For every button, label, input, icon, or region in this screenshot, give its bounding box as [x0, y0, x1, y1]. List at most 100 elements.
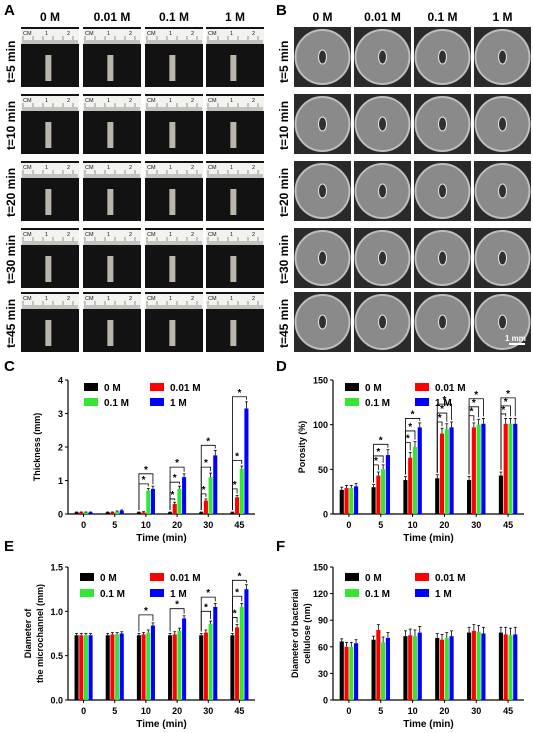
y-tick-label: 50 — [318, 465, 328, 475]
x-tick-label: 0 — [346, 520, 351, 530]
sample-strip — [45, 320, 52, 346]
ruler-label: 1 — [45, 98, 48, 104]
ruler-label: 1 — [169, 98, 172, 104]
ruler-label: CM — [23, 165, 32, 171]
ruler-label: CM — [85, 165, 94, 171]
x-tick-label: 45 — [234, 520, 244, 530]
bar-0-1-m-t5 — [381, 642, 386, 700]
micrograph — [414, 29, 471, 85]
ruler-label: 2 — [191, 98, 194, 104]
bar-0-m-t10 — [403, 480, 408, 514]
bar-1-m-t5 — [385, 455, 390, 514]
x-tick-label: 20 — [439, 706, 449, 716]
ruler: CM 1 2 — [145, 163, 203, 215]
legend-label-0-m: 0 M — [365, 383, 382, 394]
x-tick-label: 20 — [172, 520, 182, 530]
bar-0-m-t0 — [339, 489, 344, 514]
significance-star: * — [144, 606, 148, 617]
ruler-label: 2 — [191, 31, 194, 37]
x-tick-label: 5 — [378, 706, 383, 716]
photo-t-30-min-0-01-m — [354, 228, 411, 288]
microchannel — [378, 250, 387, 266]
ruler-label: 2 — [252, 98, 255, 104]
significance-bracket — [169, 466, 185, 510]
bar-0-m-t30 — [467, 480, 472, 514]
ruler: CM 1 2 — [145, 96, 203, 148]
bar-0-m-t10 — [136, 512, 141, 514]
sample-strip — [230, 55, 237, 81]
ruler: CM 1 2 — [145, 294, 203, 346]
legend-label-1-m: 1 M — [170, 589, 187, 600]
bar-0-01-m-t45 — [235, 627, 240, 700]
bar-0-m-t5 — [105, 512, 110, 514]
photo-t-10-min-0-01-m: CM 1 2 — [83, 94, 141, 154]
significance-bracket — [500, 397, 516, 471]
ruler-label: 1 — [169, 165, 172, 171]
bar-0-1-m-t30 — [208, 477, 213, 514]
legend-swatch-0-01-m — [150, 573, 164, 581]
significance-star: * — [175, 600, 179, 611]
chart-e-microchannel-diameter: 0.0 0.5 1.0 1.5 0 5 10 20 30 45 Time (min) Diameter… — [23, 563, 255, 730]
ruler-label: 1 — [107, 31, 110, 37]
sample-strip — [230, 122, 237, 148]
ruler: CM 1 2 — [206, 163, 264, 215]
legend-swatch-1-m — [150, 589, 164, 597]
legend-swatch-0-1-m — [345, 589, 359, 597]
ruler-body — [206, 96, 264, 111]
bar-0-1-m-t5 — [115, 511, 120, 514]
panel-letter-f: F — [276, 538, 286, 555]
bar-0-1-m-t45 — [508, 423, 513, 514]
photo-t-30-min-0-m: CM 1 2 — [21, 228, 79, 288]
micrograph — [354, 230, 411, 286]
bar-0-m-t20 — [168, 635, 173, 700]
x-tick-label: 45 — [503, 706, 513, 716]
significance-star: * — [175, 458, 179, 469]
row-label-t-45-min: t=45 min — [4, 298, 18, 348]
micrograph — [354, 294, 411, 350]
sample-strip — [45, 189, 52, 215]
ruler-label: 1 — [45, 296, 48, 302]
ruler-body — [145, 29, 203, 44]
sample-strip — [230, 320, 237, 346]
microchannel — [498, 183, 507, 199]
x-tick-label: 30 — [203, 706, 213, 716]
row-label-t-5-min: t=5 min — [4, 40, 18, 83]
sample-strip — [169, 256, 176, 282]
photo-t-20-min-1-m — [474, 161, 531, 221]
bar-0-1-m-t0 — [349, 488, 354, 514]
ruler: CM 1 2 — [21, 163, 79, 215]
legend-label-1-m: 1 M — [170, 398, 187, 409]
significance-star: * — [170, 490, 174, 501]
bar-1-m-t0 — [354, 486, 359, 514]
ruler-body — [21, 294, 79, 309]
legend-label-0-1-m: 0.1 M — [365, 398, 390, 409]
x-tick-label: 0 — [81, 706, 86, 716]
significance-star: * — [474, 390, 478, 401]
microchannel — [438, 116, 447, 132]
microchannel — [318, 49, 327, 65]
bar-0-m-t0 — [74, 635, 79, 700]
y-tick-label: 150 — [313, 563, 328, 573]
significance-star: * — [235, 587, 239, 598]
ruler-label: 1 — [169, 232, 172, 238]
bar-1-m-t45 — [513, 634, 518, 700]
significance-bracket — [373, 443, 389, 483]
photo-t-5-min-0-01-m — [354, 27, 411, 87]
ruler: CM 1 2 — [83, 294, 141, 346]
photo-t-20-min-0-1-m — [414, 161, 471, 221]
x-tick-label: 5 — [112, 520, 117, 530]
ruler-label: CM — [208, 31, 217, 37]
microchannel — [318, 250, 327, 266]
x-tick-label: 10 — [141, 520, 151, 530]
column-label-0-01-m: 0.01 M — [93, 10, 131, 24]
significance-bracket — [169, 608, 185, 632]
ruler-label: CM — [23, 31, 32, 37]
legend-label-0-01-m: 0.01 M — [170, 383, 201, 394]
ruler-body — [145, 294, 203, 309]
sample-strip — [230, 256, 237, 282]
bar-0-01-m-t5 — [110, 512, 115, 514]
photo-t-5-min-0-1-m: CM 1 2 — [145, 27, 203, 87]
microchannel — [438, 250, 447, 266]
legend-swatch-0-m — [345, 573, 359, 581]
microchannel — [438, 49, 447, 65]
